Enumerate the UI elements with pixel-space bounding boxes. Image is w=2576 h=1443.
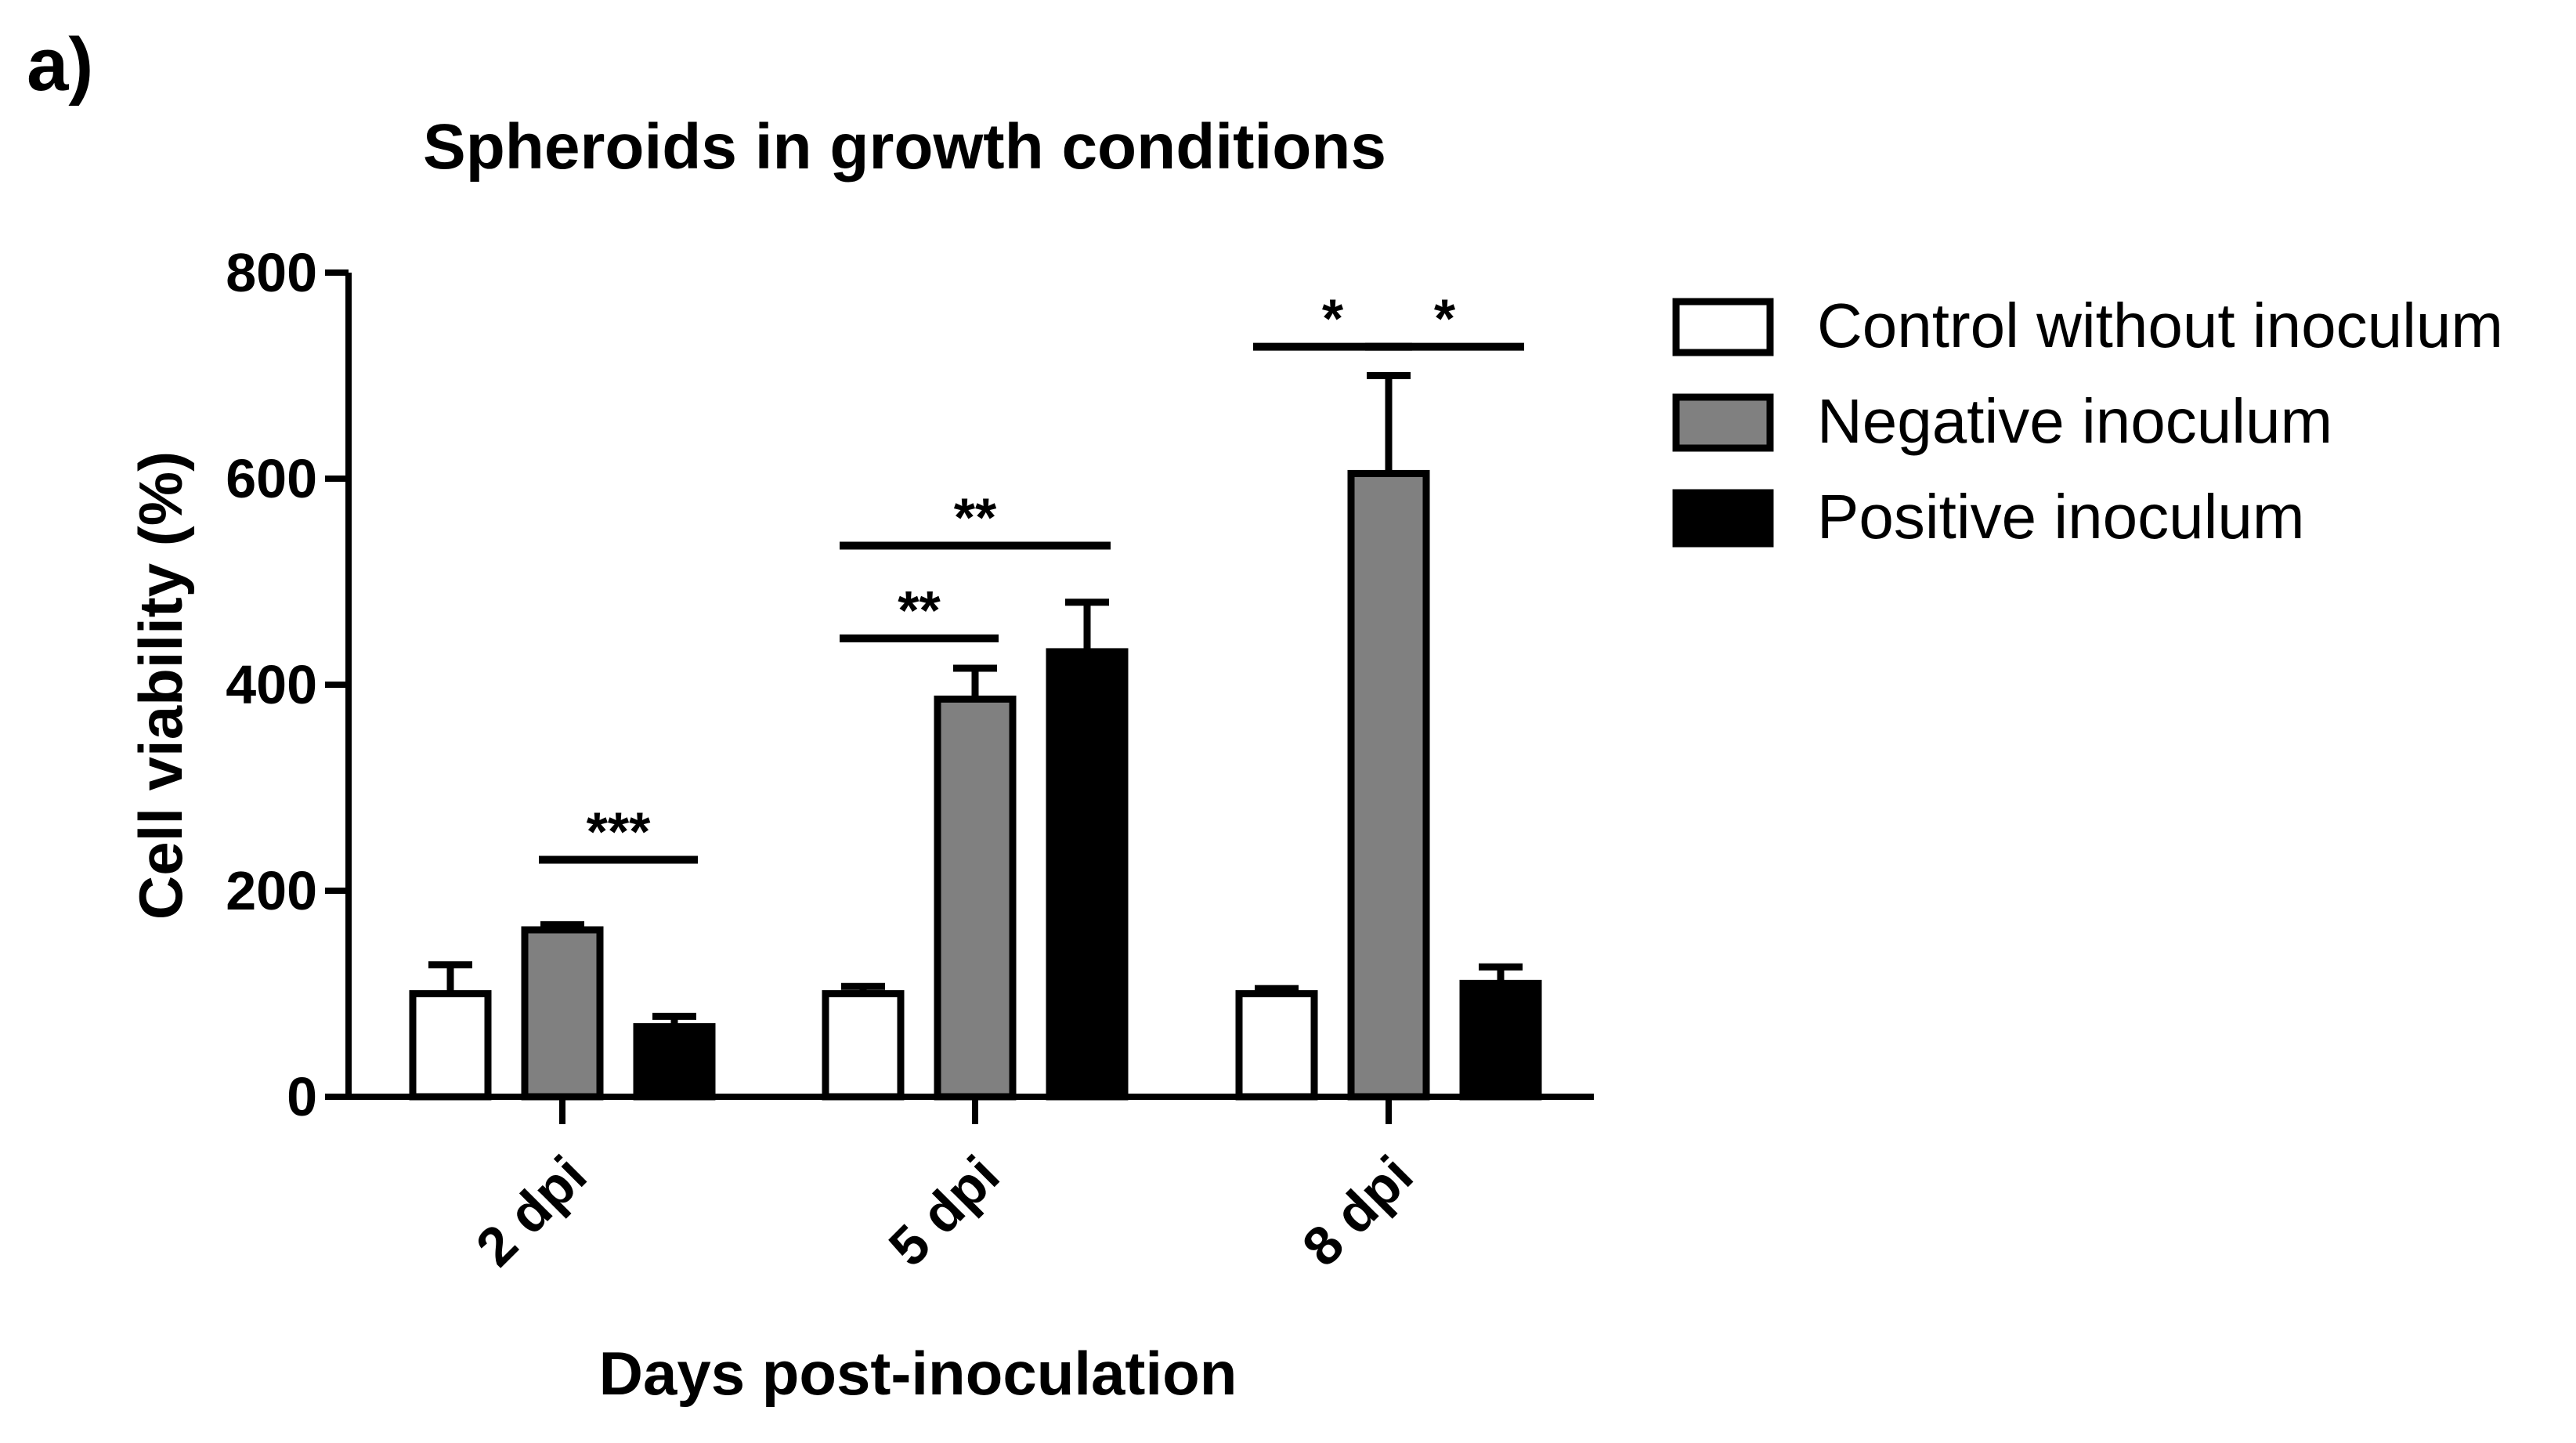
legend-entry: Negative inoculum (1817, 386, 2332, 456)
y-tick-label: 800 (226, 242, 317, 303)
significance-label: ** (898, 580, 941, 641)
legend-swatch (1672, 298, 1774, 356)
bar (934, 695, 1017, 1101)
bar (633, 1023, 716, 1101)
bar (521, 926, 604, 1101)
legend: Control without inoculum Negative inoculu… (1672, 291, 2503, 552)
y-tick-label: 400 (226, 654, 317, 715)
plot-area (409, 372, 1542, 1101)
significance-annotations: ******** * (539, 288, 1524, 864)
significance-label: * (1322, 288, 1344, 349)
legend-swatch (1672, 489, 1774, 548)
significance-label: * (1434, 288, 1456, 349)
y-tick-label: 0 (287, 1066, 317, 1127)
bar (1235, 990, 1318, 1101)
panel-label: a) (27, 23, 93, 107)
chart-title: Spheroids in growth conditions (423, 111, 1386, 183)
x-tick-label: 5 dpi (877, 1144, 1011, 1278)
bar (1459, 979, 1542, 1101)
bar (409, 990, 492, 1101)
bar (1046, 648, 1129, 1101)
legend-entry: Control without inoculum (1817, 291, 2503, 360)
significance-label: ** (954, 486, 997, 548)
x-axis-label: Days post-inoculation (599, 1339, 1237, 1408)
bar (822, 990, 905, 1101)
bar (1347, 469, 1430, 1101)
y-tick-label: 600 (226, 448, 317, 509)
y-axis-label: Cell viability (%) (126, 451, 195, 920)
y-axis: 0 200 400 600 800 (226, 242, 352, 1127)
y-tick-label: 200 (226, 860, 317, 921)
legend-swatch (1672, 393, 1774, 452)
significance-label: *** (587, 801, 651, 863)
x-axis: 2 dpi 5 dpi 8 dpi (345, 1094, 1594, 1278)
x-tick-label: 8 dpi (1291, 1144, 1425, 1278)
x-tick-label: 2 dpi (464, 1144, 598, 1278)
legend-entry: Positive inoculum (1817, 482, 2305, 552)
